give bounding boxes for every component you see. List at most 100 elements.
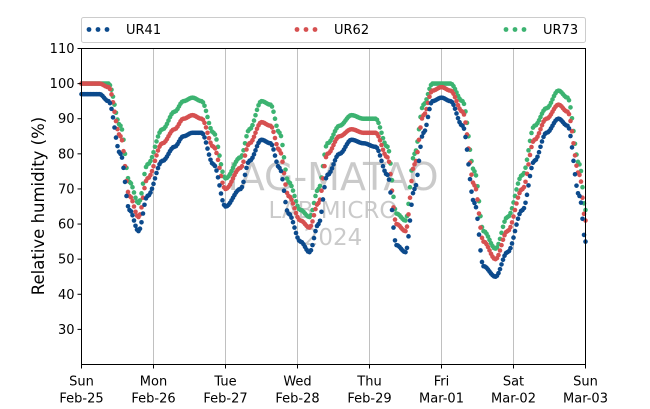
point-ur73: [278, 133, 284, 139]
point-ur73: [217, 153, 222, 158]
point-ur41: [466, 162, 471, 167]
point-ur73: [218, 162, 224, 167]
point-ur41: [392, 238, 398, 243]
point-ur41: [424, 122, 429, 128]
point-ur41: [578, 200, 584, 205]
point-ur73: [151, 149, 156, 155]
point-ur41: [110, 115, 116, 120]
point-ur62: [272, 135, 278, 141]
point-ur62: [536, 130, 542, 136]
point-ur62: [125, 189, 131, 195]
point-ur62: [571, 141, 576, 146]
point-ur41: [389, 207, 395, 213]
point-ur73: [292, 193, 297, 199]
point-ur73: [131, 190, 137, 195]
point-ur62: [500, 237, 506, 243]
point-ur62: [523, 179, 528, 185]
point-ur73: [152, 144, 158, 150]
watermark-line-2: LAB MICRO: [269, 198, 398, 224]
point-ur41: [469, 189, 474, 194]
point-ur41: [427, 106, 432, 112]
data-points: [79, 81, 588, 280]
point-ur62: [479, 235, 485, 241]
point-ur62: [415, 149, 420, 155]
y-axis: 30 40 50 60 70 80 90 100 110: [50, 42, 82, 338]
point-ur62: [217, 165, 222, 171]
point-ur41: [241, 179, 246, 185]
legend-marker-ur41: [86, 27, 92, 32]
point-ur41: [512, 228, 518, 234]
point-ur62: [463, 120, 468, 125]
point-ur73: [214, 137, 219, 142]
point-ur41: [203, 140, 209, 145]
point-ur62: [274, 141, 279, 147]
point-ur41: [386, 177, 392, 182]
point-ur73: [424, 97, 429, 102]
watermark-line-1: IAG-MATAO: [227, 155, 438, 199]
point-ur41: [115, 143, 120, 149]
point-ur73: [133, 195, 138, 201]
point-ur41: [253, 148, 258, 153]
point-ur41: [409, 202, 414, 208]
point-ur62: [403, 228, 408, 234]
point-ur62: [572, 153, 578, 158]
y-tick-label: 50: [58, 253, 75, 268]
point-ur73: [407, 184, 413, 190]
point-ur62: [251, 134, 257, 140]
y-tick-label: 70: [58, 182, 75, 197]
point-ur41: [283, 199, 288, 205]
point-ur62: [454, 98, 459, 104]
point-ur73: [524, 157, 530, 163]
point-ur41: [451, 102, 456, 108]
point-ur41: [379, 158, 384, 164]
point-ur73: [244, 133, 249, 139]
point-ur73: [514, 187, 519, 192]
point-ur62: [509, 220, 515, 225]
point-ur41: [205, 146, 210, 151]
point-ur41: [524, 192, 530, 198]
point-ur73: [203, 108, 209, 114]
point-ur62: [139, 205, 144, 210]
point-ur73: [515, 181, 521, 186]
point-ur62: [107, 86, 113, 92]
point-ur73: [212, 132, 218, 137]
point-ur41: [461, 126, 467, 131]
point-ur41: [476, 232, 482, 237]
point-ur41: [131, 218, 137, 223]
point-ur41: [142, 202, 147, 208]
point-ur62: [406, 212, 411, 217]
legend: UR41 UR62 UR73: [81, 17, 586, 43]
plot-frame: [81, 48, 586, 365]
point-ur73: [472, 169, 477, 174]
point-ur41: [497, 266, 503, 272]
x-tick-label-date: Mar-01: [419, 392, 464, 407]
point-ur62: [319, 188, 324, 193]
point-ur62: [293, 210, 299, 216]
point-ur62: [310, 219, 315, 224]
point-ur41: [122, 179, 128, 185]
y-tick-label: 40: [58, 288, 75, 303]
point-ur62: [155, 148, 161, 153]
point-ur41: [251, 152, 257, 157]
point-ur41: [376, 148, 381, 154]
point-ur62: [154, 153, 159, 158]
point-ur41: [215, 175, 221, 180]
point-ur41: [137, 226, 143, 232]
point-ur41: [499, 262, 504, 267]
point-ur73: [500, 224, 506, 230]
point-ur62: [292, 205, 297, 211]
point-ur41: [410, 190, 416, 196]
x-tick-label-day: Sun: [573, 375, 598, 390]
point-ur62: [278, 151, 284, 156]
point-ur73: [128, 181, 134, 186]
legend-marker-ur62: [303, 27, 309, 32]
point-ur41: [218, 191, 224, 196]
point-ur41: [311, 235, 317, 241]
point-ur41: [526, 183, 531, 188]
point-ur62: [212, 146, 218, 151]
point-ur41: [416, 158, 422, 164]
point-ur41: [577, 193, 582, 199]
point-ur62: [521, 184, 527, 190]
point-ur73: [250, 122, 255, 128]
point-ur41: [313, 228, 318, 234]
